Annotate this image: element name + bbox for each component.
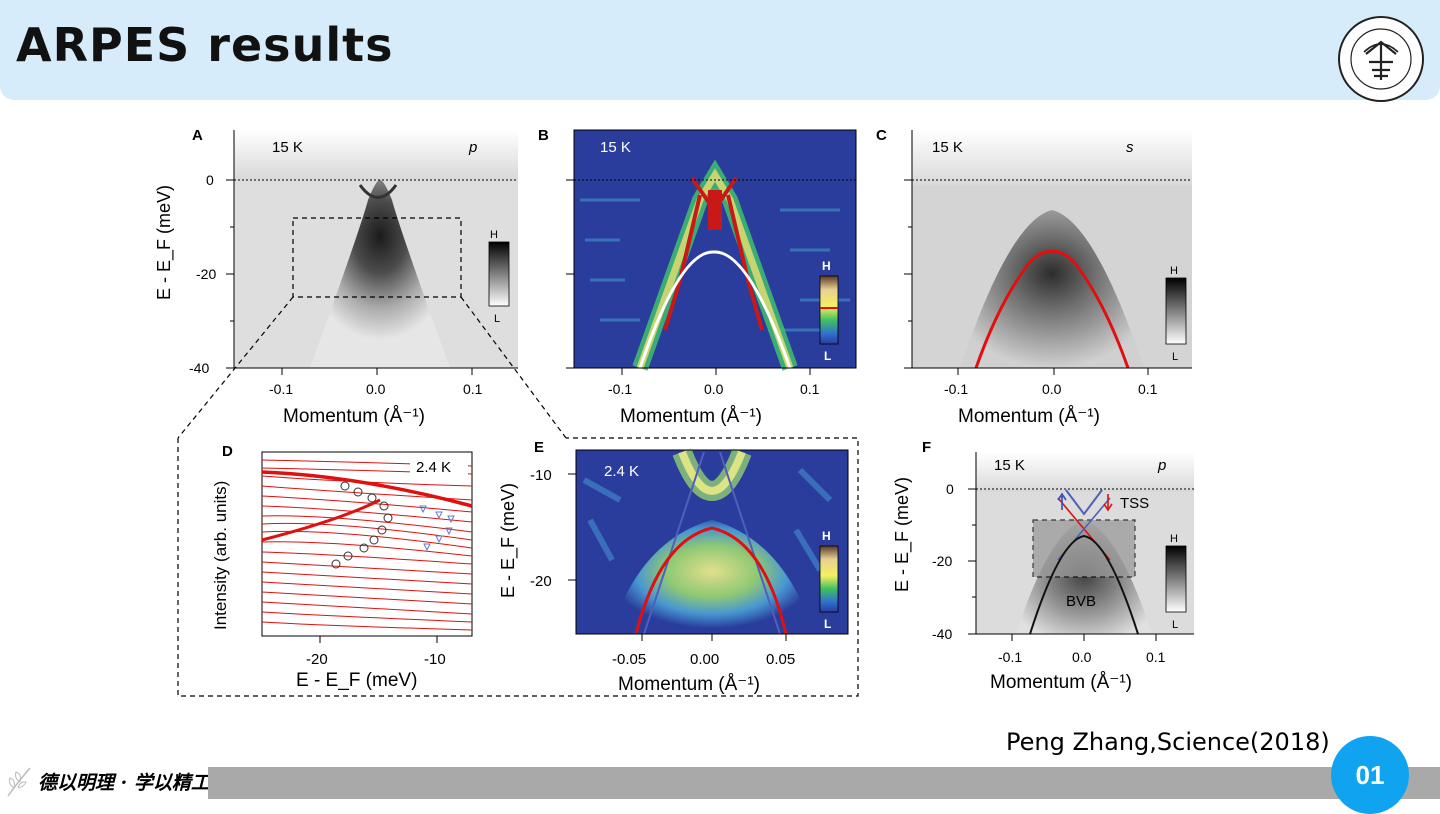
footer-bar (208, 767, 1440, 799)
panel-e-colorbar-low: L (824, 617, 831, 631)
panel-b-letter: B (538, 127, 549, 144)
panel-c: H L C 15 K s -0.1 0.0 0.1 Momentum (Å⁻¹) (876, 127, 1192, 427)
panel-f-colorbar-high: H (1170, 533, 1178, 545)
panel-f-xlabel: Momentum (Å⁻¹) (990, 672, 1132, 693)
panel-e-xlabel: Momentum (Å⁻¹) (618, 674, 760, 695)
panel-e-xtick: 0.00 (690, 651, 719, 668)
panel-a: H L A 15 K p 0 -20 -40 -0.1 0.0 0.1 E - … (154, 127, 518, 427)
panel-c-xtick: 0.1 (1138, 381, 1158, 397)
panel-d-xlabel: E - E_F (meV) (296, 670, 417, 691)
panel-a-xtick: 0.0 (366, 381, 386, 397)
page-number-badge: 01 (1331, 736, 1409, 814)
panel-f-ytick: -20 (932, 553, 952, 569)
zoom-indicator (177, 296, 859, 697)
university-seal-icon (1338, 16, 1424, 102)
panel-b-colorbar-low: L (824, 349, 831, 363)
panel-b-xtick: -0.1 (608, 381, 632, 397)
panel-d-xtick: -10 (424, 651, 446, 668)
panel-f-xtick: 0.1 (1146, 649, 1166, 665)
panel-f: H L F 15 K p TSS BVB 0 -20 -40 -0.1 0.0 … (892, 439, 1194, 693)
panel-f-ytick: 0 (946, 481, 954, 497)
panel-c-xtick: 0.0 (1042, 381, 1062, 397)
title-bar: ARPES results (0, 0, 1440, 102)
panel-c-temperature: 15 K (932, 139, 963, 156)
panel-b-temperature: 15 K (600, 139, 631, 156)
panel-a-xlabel: Momentum (Å⁻¹) (283, 406, 425, 427)
panel-d-ylabel: Intensity (arb. units) (211, 481, 230, 630)
panel-e-xtick: 0.05 (766, 651, 795, 668)
panel-b: H L B 15 K -0.1 0.0 0.1 Momentum (Å⁻¹) (538, 127, 857, 427)
panel-e-ytick: -20 (530, 573, 552, 590)
university-motto: 德以明理 · 学以精工 (38, 772, 210, 794)
panel-f-bvb-label: BVB (1066, 593, 1096, 610)
panel-a-ytick: 0 (206, 172, 214, 188)
panel-b-xtick: 0.0 (704, 381, 724, 397)
panel-f-ylabel: E - E_F (meV) (892, 477, 913, 592)
panel-c-letter: C (876, 127, 887, 144)
panel-a-xtick: -0.1 (269, 381, 293, 397)
panel-c-colorbar-high: H (1170, 265, 1178, 277)
panel-e: H L E 2.4 K -10 -20 -0.05 0.00 0.05 E - … (498, 439, 849, 695)
panel-a-ytick: -40 (189, 360, 209, 376)
panel-b-xlabel: Momentum (Å⁻¹) (620, 406, 762, 427)
panel-d-xtick: -20 (306, 651, 328, 668)
panel-a-ytick: -20 (196, 266, 216, 282)
panel-d: D 2.4 K -20 -10 Intensity (arb. units) E… (211, 443, 473, 691)
panel-a-colorbar-high: H (490, 229, 498, 241)
panel-a-letter: A (192, 127, 203, 144)
panel-f-temperature: 15 K (994, 457, 1025, 474)
panel-a-colorbar-low: L (494, 313, 500, 325)
panel-a-ylabel: E - E_F (meV) (154, 185, 175, 300)
panel-c-xtick: -0.1 (944, 381, 968, 397)
panel-f-letter: F (922, 439, 931, 456)
panel-c-colorbar-low: L (1172, 351, 1178, 363)
panel-f-ytick: -40 (932, 626, 952, 642)
panel-f-xtick: 0.0 (1072, 649, 1092, 665)
panel-e-ylabel: E - E_F (meV) (498, 483, 519, 598)
panel-f-colorbar-low: L (1172, 619, 1178, 631)
panel-f-xtick: -0.1 (998, 649, 1022, 665)
panel-c-xlabel: Momentum (Å⁻¹) (958, 406, 1100, 427)
leaf-decoration-icon (7, 767, 31, 797)
panel-e-temperature: 2.4 K (604, 463, 639, 480)
panel-a-temperature: 15 K (272, 139, 303, 156)
panel-e-letter: E (534, 439, 544, 456)
panel-d-letter: D (222, 443, 233, 460)
panel-a-xtick: 0.1 (463, 381, 483, 397)
panel-b-xtick: 0.1 (800, 381, 820, 397)
panel-a-polarization: p (468, 139, 477, 156)
panel-b-colorbar-high: H (822, 259, 831, 273)
citation: Peng Zhang,Science(2018) (1006, 728, 1330, 756)
panel-c-polarization: s (1126, 139, 1134, 156)
panel-e-colorbar-high: H (822, 529, 831, 543)
panel-d-temperature: 2.4 K (416, 459, 451, 476)
panel-e-ytick: -10 (530, 467, 552, 484)
slide-title: ARPES results (16, 18, 394, 72)
panel-e-xtick: -0.05 (612, 651, 646, 668)
panel-f-polarization: p (1157, 457, 1166, 474)
panel-f-tss-label: TSS (1120, 495, 1149, 512)
